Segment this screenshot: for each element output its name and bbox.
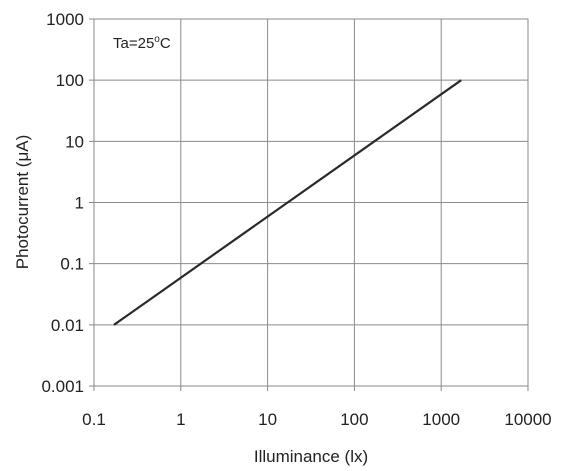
temperature-annotation: Ta=25oC <box>113 34 171 52</box>
y-tick-label: 1000 <box>46 10 84 29</box>
plot-frame <box>93 18 529 387</box>
y-axis-title: Photocurrent (μA) <box>13 135 32 270</box>
series-line <box>113 79 462 326</box>
x-tick-label: 10 <box>258 410 277 429</box>
x-tick-label: 1000 <box>422 410 460 429</box>
y-tick-label: 100 <box>56 71 84 90</box>
y-tick-label: 10 <box>65 132 84 151</box>
x-tick-label: 10000 <box>504 410 551 429</box>
series-layer <box>113 79 462 326</box>
x-tick-labels: 0.1 1 10 100 1000 10000 <box>82 410 551 429</box>
y-tick-label: 0.01 <box>51 316 84 335</box>
y-tick-label: 1 <box>75 194 84 213</box>
y-tick-label: 0.001 <box>41 377 84 396</box>
x-tick-label: 1 <box>176 410 185 429</box>
x-axis-title: Illuminance (lx) <box>254 447 368 466</box>
y-tick-labels: 0.001 0.01 0.1 1 10 100 1000 <box>41 10 84 396</box>
x-tick-label: 100 <box>340 410 368 429</box>
grid <box>89 18 529 391</box>
y-tick-label: 0.1 <box>60 255 84 274</box>
x-tick-label: 0.1 <box>82 410 106 429</box>
